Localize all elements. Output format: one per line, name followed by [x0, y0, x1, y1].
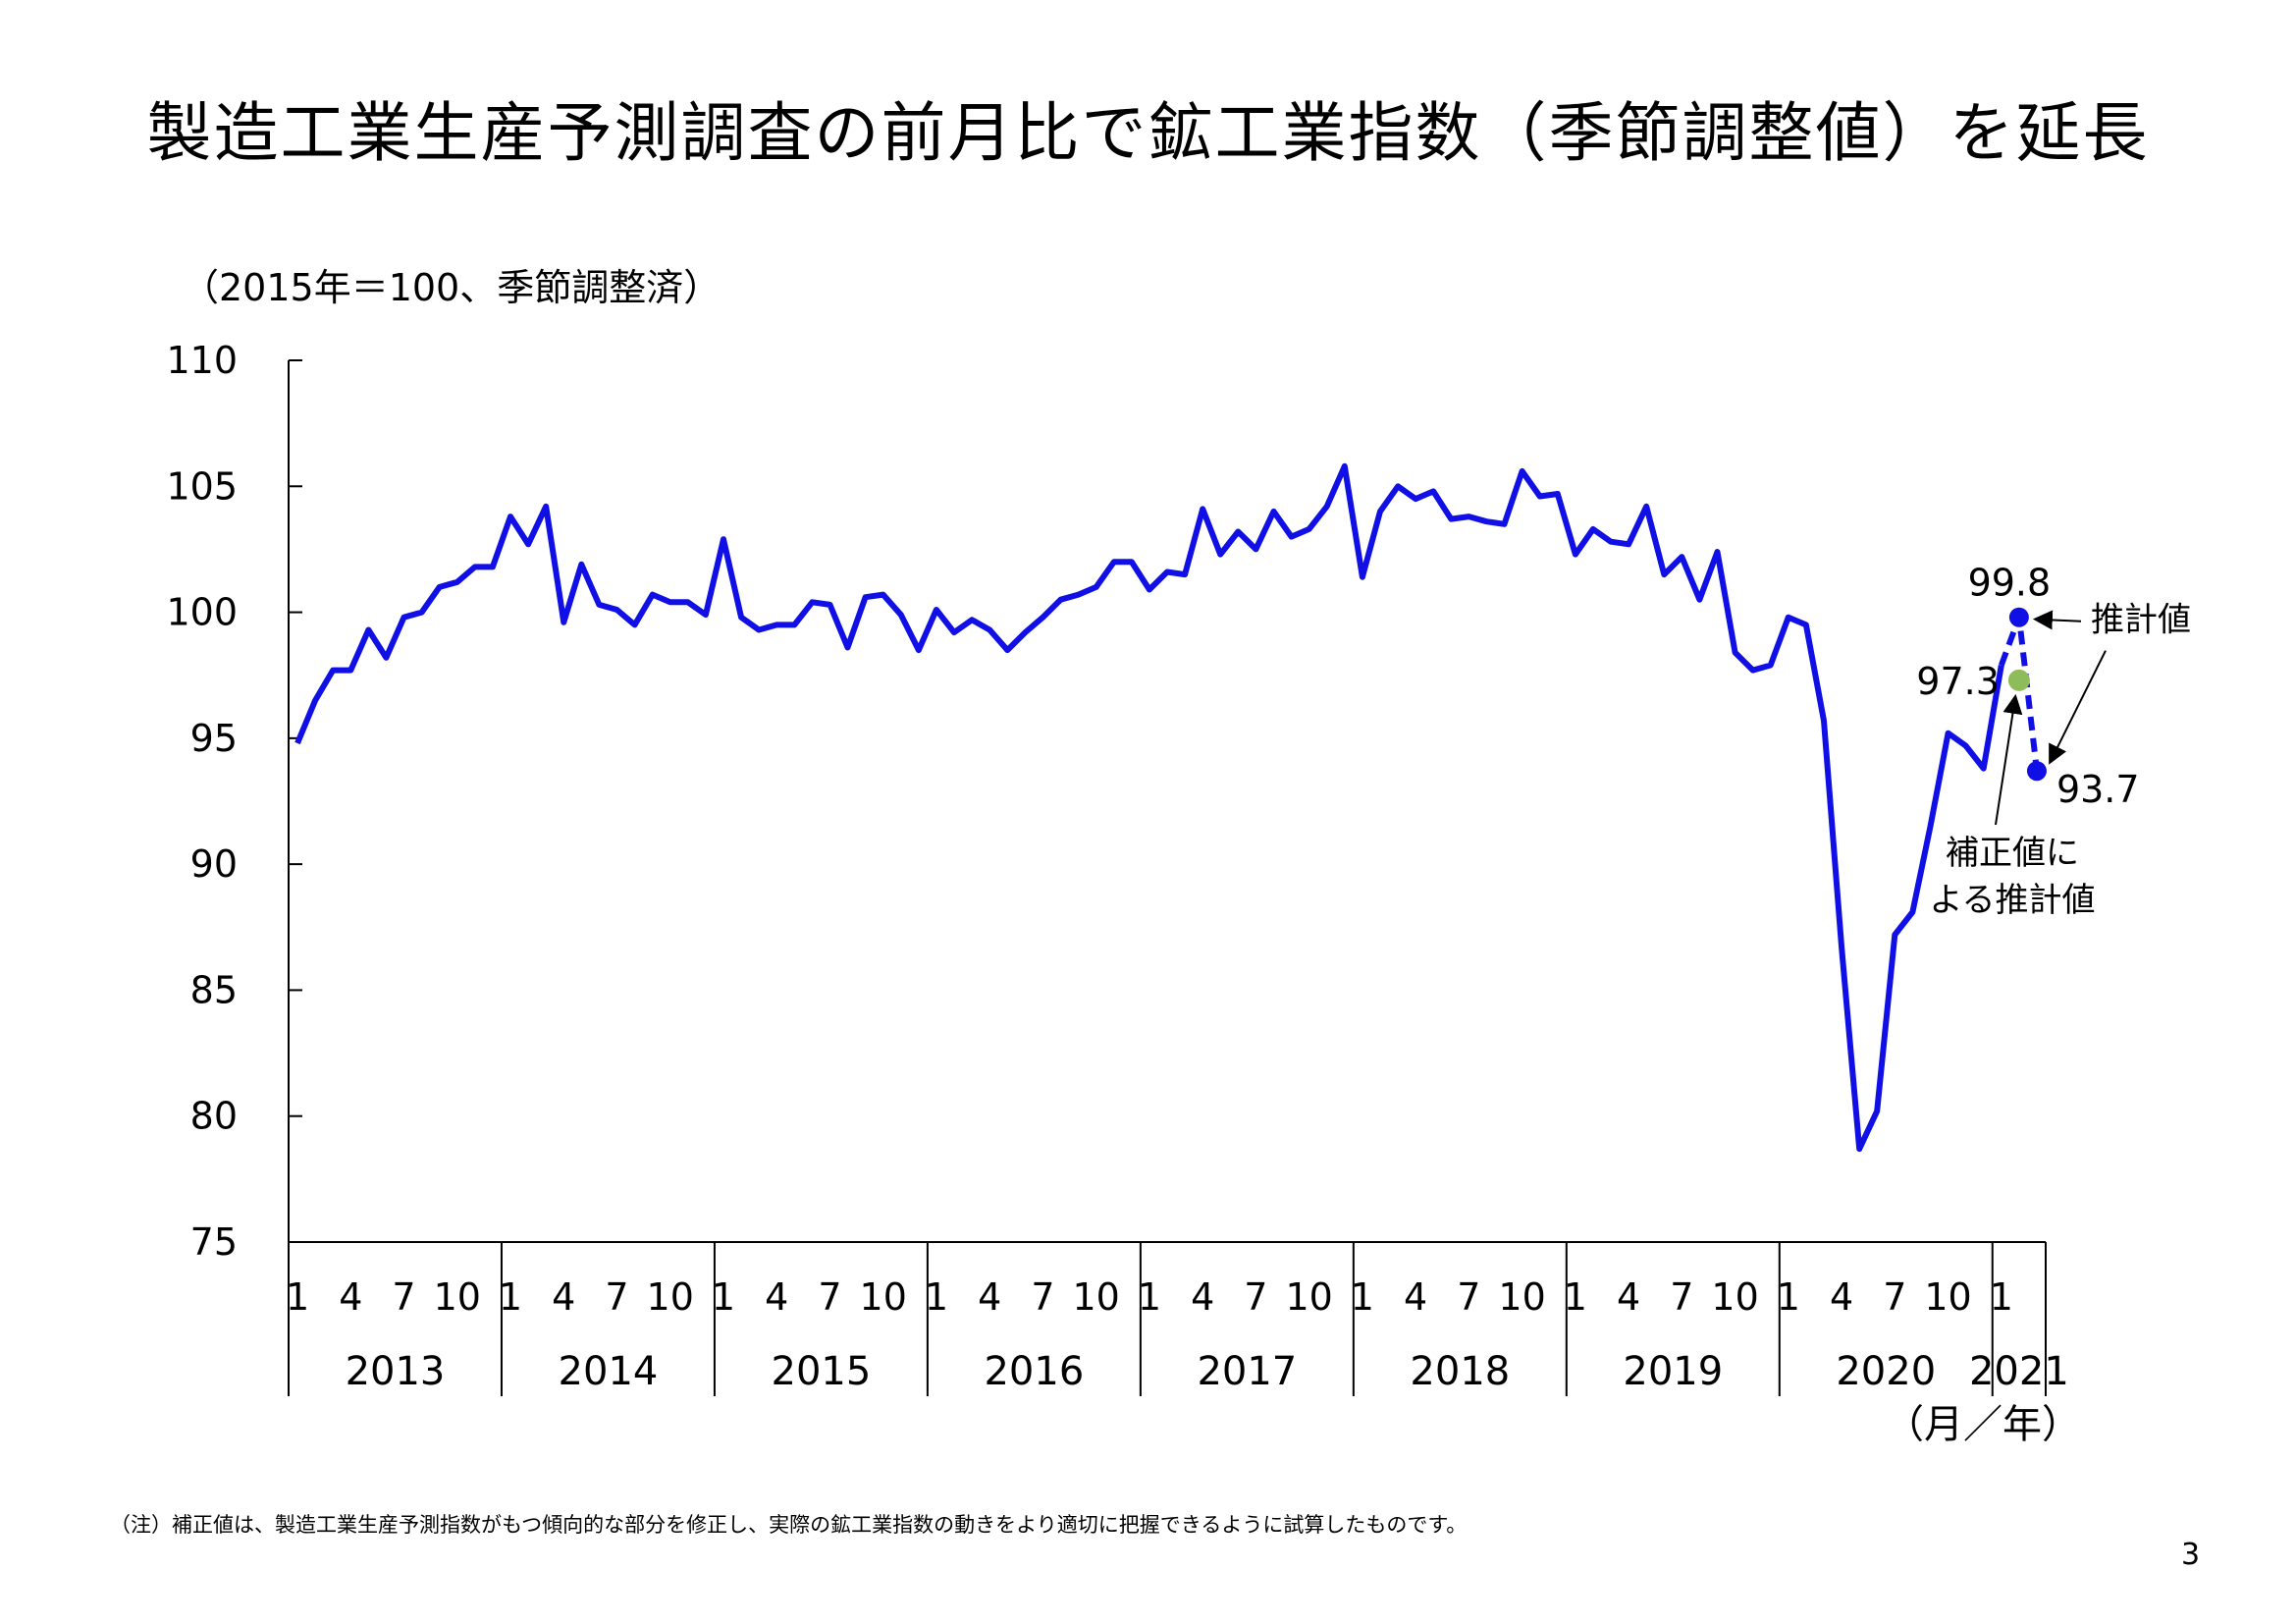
page-title: 製造工業生産予測調査の前月比で鉱工業指数（季節調整値）を延長 — [146, 95, 2150, 171]
y-tick-label: 95 — [190, 717, 238, 760]
value-label-93-7: 93.7 — [2056, 768, 2140, 811]
x-month-label: 4 — [552, 1275, 575, 1319]
x-month-label: 10 — [1711, 1275, 1758, 1319]
x-month-label: 1 — [1777, 1275, 1800, 1319]
estimate-point — [2026, 761, 2047, 782]
y-tick-label: 110 — [166, 339, 238, 382]
x-month-label: 1 — [712, 1275, 735, 1319]
estimate-arrow-1 — [2032, 610, 2082, 630]
x-month-label: 1 — [499, 1275, 522, 1319]
x-month-label: 10 — [1924, 1275, 1971, 1319]
x-month-label: 4 — [1191, 1275, 1214, 1319]
x-month-label: 4 — [339, 1275, 362, 1319]
x-month-label: 4 — [1830, 1275, 1853, 1319]
x-month-label: 1 — [1138, 1275, 1161, 1319]
x-month-label: 1 — [286, 1275, 309, 1319]
y-tick-label: 85 — [190, 968, 238, 1011]
x-month-label: 10 — [434, 1275, 481, 1319]
x-year-label: 2015 — [772, 1349, 872, 1394]
page-number: 3 — [2181, 1538, 2201, 1572]
corrected-estimate-point — [2007, 669, 2030, 691]
footnote: （注）補正値は、製造工業生産予測指数がもつ傾向的な部分を修正し、実際の鉱工業指数… — [110, 1513, 1468, 1537]
x-month-label: 1 — [925, 1275, 948, 1319]
x-month-label: 4 — [765, 1275, 788, 1319]
estimate-point — [2008, 607, 2029, 627]
x-month-label: 7 — [1031, 1275, 1054, 1319]
x-year-label: 2013 — [346, 1349, 446, 1394]
x-month-label: 7 — [1883, 1275, 1906, 1319]
x-year-label: 2016 — [984, 1349, 1084, 1394]
y-tick-label: 105 — [166, 464, 238, 508]
estimate-annotation-label: 推計値 — [2091, 601, 2191, 640]
x-axis-unit-label: （月／年） — [1885, 1402, 2081, 1447]
actual-index-line — [294, 462, 2004, 1153]
x-year-label: 2020 — [1836, 1349, 1936, 1394]
x-month-label: 7 — [1457, 1275, 1480, 1319]
x-year-label: 2014 — [559, 1349, 659, 1394]
x-month-label: 1 — [1990, 1275, 2013, 1319]
x-year-label: 2018 — [1410, 1349, 1510, 1394]
y-tick-label: 80 — [190, 1095, 238, 1138]
y-tick-label: 90 — [190, 842, 238, 886]
x-month-label: 7 — [392, 1275, 415, 1319]
corrected-arrow — [1995, 693, 2023, 826]
corrected-annotation-label-2: よる推計値 — [1930, 881, 2096, 920]
x-month-label: 10 — [1072, 1275, 1119, 1319]
x-month-label: 7 — [1244, 1275, 1267, 1319]
x-month-label: 4 — [1404, 1275, 1427, 1319]
x-year-label: 2017 — [1197, 1349, 1297, 1394]
value-label-99-8: 99.8 — [1968, 562, 2052, 605]
x-month-label: 10 — [1498, 1275, 1545, 1319]
estimate-arrow-2 — [2049, 650, 2107, 765]
y-axis-unit-label: （2015年＝100、季節調整済） — [182, 266, 721, 309]
y-axis-ticks: 75 80 85 90 95 100 105 110 — [166, 339, 302, 1264]
x-month-label: 7 — [818, 1275, 841, 1319]
chart-series — [294, 462, 2047, 1153]
x-month-label: 7 — [1670, 1275, 1693, 1319]
x-month-label: 4 — [978, 1275, 1001, 1319]
chart-axes — [288, 360, 2047, 1396]
x-year-label: 2019 — [1623, 1349, 1723, 1394]
x-month-label: 10 — [1285, 1275, 1332, 1319]
corrected-annotation-label-1: 補正値に — [1946, 834, 2079, 873]
x-month-label: 7 — [605, 1275, 628, 1319]
value-label-97-3: 97.3 — [1916, 660, 2000, 703]
y-tick-label: 75 — [190, 1220, 238, 1264]
x-month-label: 1 — [1564, 1275, 1587, 1319]
x-month-label: 10 — [647, 1275, 694, 1319]
x-year-label: 2021 — [1969, 1349, 2069, 1394]
x-month-label: 10 — [860, 1275, 907, 1319]
x-month-label: 1 — [1351, 1275, 1374, 1319]
x-month-label: 4 — [1617, 1275, 1640, 1319]
y-tick-label: 100 — [166, 591, 238, 634]
